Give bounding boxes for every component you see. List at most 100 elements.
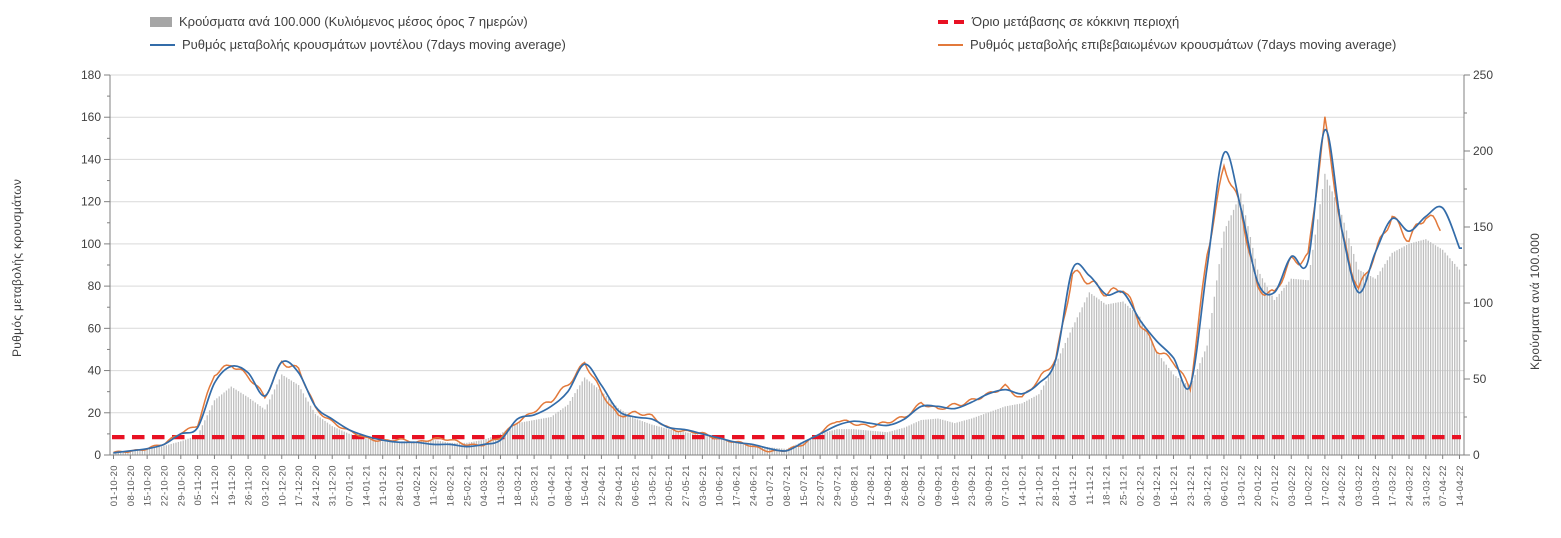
x-axis-tick-label: 17-06-21 — [732, 465, 743, 506]
x-axis-tick-label: 15-07-21 — [799, 465, 810, 506]
x-axis-tick-label: 26-08-21 — [900, 465, 911, 506]
legend-item-cases-bars: Κρούσματα ανά 100.000 (Κυλιόμενος μέσος … — [150, 14, 528, 29]
x-axis-tick-label: 08-04-21 — [563, 465, 574, 506]
x-axis-tick-label: 10-12-20 — [277, 465, 288, 506]
x-axis-tick-label: 21-10-21 — [1034, 465, 1045, 506]
x-axis-tick-label: 01-07-21 — [765, 465, 776, 506]
x-axis-tick-label: 10-06-21 — [715, 465, 726, 506]
confirmed-line-legend-swatch — [938, 43, 963, 46]
x-axis-tick-label: 04-03-21 — [479, 465, 490, 506]
x-axis-tick-label: 17-02-22 — [1320, 465, 1331, 506]
x-axis-tick-label: 06-01-22 — [1220, 465, 1231, 506]
x-axis-tick-label: 13-01-22 — [1236, 465, 1247, 506]
x-axis-tick-label: 18-02-21 — [446, 465, 457, 506]
x-axis-tick-label: 02-12-21 — [1135, 465, 1146, 506]
x-axis-tick-label: 15-10-20 — [143, 465, 154, 506]
model-rate-line — [113, 129, 1462, 454]
confirmed-line-legend-label: Ρυθμός μεταβολής επιβεβαιωμένων κρουσμάτ… — [970, 37, 1397, 52]
threshold-legend-swatch — [938, 19, 965, 24]
x-axis-tick-label: 10-02-22 — [1304, 465, 1315, 506]
x-axis-tick-label: 25-02-21 — [462, 465, 473, 506]
x-axis-tick-label: 21-01-21 — [378, 465, 389, 506]
x-axis-tick-label: 03-03-22 — [1354, 465, 1365, 506]
x-axis-tick-label: 17-12-20 — [294, 465, 305, 506]
x-axis-tick-label: 07-04-22 — [1438, 465, 1449, 506]
x-axis-tick-label: 04-02-21 — [412, 465, 423, 506]
x-axis-tick-label: 10-03-22 — [1371, 465, 1382, 506]
x-axis-tick-label: 12-11-20 — [210, 465, 221, 506]
x-axis-tick-label: 06-05-21 — [631, 465, 642, 506]
x-axis-tick-label: 31-12-20 — [328, 465, 339, 506]
x-axis-tick-label: 13-05-21 — [647, 465, 658, 506]
x-axis-tick-label: 14-01-21 — [361, 465, 372, 506]
threshold-legend-label: Όριο μετάβασης σε κόκκινη περιοχή — [972, 14, 1180, 29]
x-axis-tick-label: 08-10-20 — [126, 465, 137, 506]
left-axis-tick-label: 0 — [94, 448, 101, 462]
x-axis-tick-label: 05-11-20 — [193, 465, 204, 506]
x-axis-tick-label: 30-09-21 — [984, 465, 995, 506]
x-axis-tick-label: 01-04-21 — [547, 465, 558, 506]
left-axis-tick-label: 20 — [88, 406, 102, 420]
right-axis-tick-label: 250 — [1473, 68, 1493, 82]
x-axis-tick-label: 01-10-20 — [109, 465, 120, 506]
x-axis-tick-label: 03-02-22 — [1287, 465, 1298, 506]
x-axis-tick-label: 23-09-21 — [967, 465, 978, 506]
x-axis-tick-label: 04-11-21 — [1068, 465, 1079, 506]
right-axis-tick-label: 150 — [1473, 220, 1493, 234]
x-axis-tick-label: 09-12-21 — [1152, 465, 1163, 506]
left-axis-tick-label: 160 — [81, 110, 101, 124]
x-axis-tick-label: 07-10-21 — [1001, 465, 1012, 506]
x-axis-tick-label: 09-09-21 — [933, 465, 944, 506]
model-line-legend-swatch — [150, 43, 175, 46]
x-axis-tick-label: 24-02-22 — [1337, 465, 1348, 506]
x-axis-tick-label: 20-05-21 — [664, 465, 675, 506]
x-axis-tick-label: 03-06-21 — [698, 465, 709, 506]
legend-item-model-rate: Ρυθμός μεταβολής κρουσμάτων μοντέλου (7d… — [150, 37, 566, 52]
legend-item-threshold: Όριο μετάβασης σε κόκκινη περιοχή — [938, 14, 1179, 29]
x-axis-tick-label: 08-07-21 — [782, 465, 793, 506]
left-axis-tick-label: 60 — [88, 321, 102, 335]
x-axis-tick-label: 29-10-20 — [176, 465, 187, 506]
x-axis-tick-label: 29-07-21 — [833, 465, 844, 506]
x-axis-tick-label: 24-12-20 — [311, 465, 322, 506]
x-axis-tick-label: 05-08-21 — [849, 465, 860, 506]
left-axis-tick-label: 40 — [88, 364, 102, 378]
x-axis-tick-label: 19-11-20 — [227, 465, 238, 506]
x-axis-tick-label: 22-10-20 — [160, 465, 171, 506]
x-axis-tick-label: 29-04-21 — [614, 465, 625, 506]
x-axis-tick-label: 15-04-21 — [580, 465, 591, 506]
x-axis-tick-label: 27-01-22 — [1270, 465, 1281, 506]
x-axis-tick-label: 23-12-21 — [1186, 465, 1197, 506]
x-axis-tick-label: 26-11-20 — [244, 465, 255, 506]
x-axis-tick-label: 02-09-21 — [917, 465, 928, 506]
legend-item-confirmed-rate: Ρυθμός μεταβολής επιβεβαιωμένων κρουσμάτ… — [938, 37, 1396, 52]
x-axis-tick-label: 17-03-22 — [1388, 465, 1399, 506]
x-axis-tick-label: 11-03-21 — [496, 465, 507, 506]
model-line-legend-label: Ρυθμός μεταβολής κρουσμάτων μοντέλου (7d… — [182, 37, 566, 52]
right-axis-tick-label: 0 — [1473, 448, 1480, 462]
x-axis-tick-label: 03-12-20 — [260, 465, 271, 506]
x-axis-tick-label: 16-09-21 — [950, 465, 961, 506]
x-axis-tick-label: 14-04-22 — [1455, 465, 1466, 506]
x-axis-tick-label: 22-07-21 — [816, 465, 827, 506]
x-axis-tick-label: 31-03-22 — [1421, 465, 1432, 506]
left-axis-tick-label: 180 — [81, 68, 101, 82]
x-axis-tick-label: 25-11-21 — [1119, 465, 1130, 506]
x-axis-tick-label: 19-08-21 — [883, 465, 894, 506]
x-axis-tick-label: 28-01-21 — [395, 465, 406, 506]
x-axis-tick-label: 18-03-21 — [513, 465, 524, 506]
x-axis-tick-label: 30-12-21 — [1203, 465, 1214, 506]
right-axis-tick-label: 50 — [1473, 372, 1487, 386]
x-axis-tick-label: 20-01-22 — [1253, 465, 1264, 506]
x-axis-tick-label: 25-03-21 — [530, 465, 541, 506]
x-axis-tick-label: 11-11-21 — [1085, 465, 1096, 505]
x-axis-tick-label: 16-12-21 — [1169, 465, 1180, 506]
left-axis-tick-label: 140 — [81, 152, 101, 166]
bars-legend-swatch — [150, 16, 172, 27]
x-axis-tick-label: 11-02-21 — [429, 465, 440, 506]
right-axis-tick-label: 100 — [1473, 296, 1493, 310]
x-axis-tick-label: 24-06-21 — [748, 465, 759, 506]
x-axis-tick-label: 28-10-21 — [1051, 465, 1062, 506]
